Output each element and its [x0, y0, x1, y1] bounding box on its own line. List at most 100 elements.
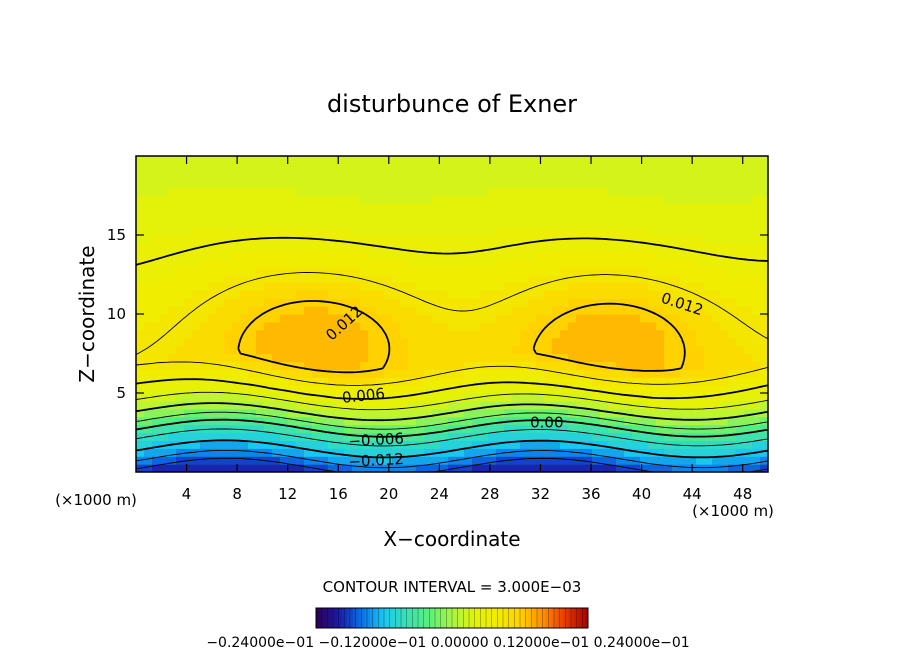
field-cell [264, 337, 273, 347]
field-cell [760, 282, 768, 291]
field-cell [304, 456, 313, 465]
field-cell [240, 266, 249, 276]
field-cell [472, 195, 481, 204]
field-cell [560, 448, 569, 457]
field-cell [200, 187, 209, 197]
field-cell [760, 203, 768, 212]
field-cell [464, 400, 473, 410]
field-cell [680, 337, 689, 347]
field-cell [528, 385, 537, 394]
field-cell [160, 179, 169, 189]
field-cell [696, 266, 705, 276]
field-cell [320, 266, 329, 276]
field-cell [224, 337, 233, 347]
field-cell [448, 171, 457, 181]
field-cell [456, 195, 465, 204]
field-cell [448, 424, 457, 434]
field-cell [288, 456, 297, 465]
field-cell [480, 353, 489, 362]
field-cell [536, 203, 545, 212]
field-cell [528, 448, 537, 457]
field-cell [544, 424, 553, 434]
field-cell [688, 235, 697, 244]
field-cell [744, 266, 753, 276]
field-cell [176, 440, 185, 449]
field-cell [192, 242, 201, 252]
field-cell [160, 432, 169, 441]
field-cell [392, 440, 401, 449]
field-cell [672, 250, 681, 260]
field-cell [752, 416, 761, 426]
field-cell [160, 321, 169, 331]
field-cell [288, 171, 297, 181]
field-cell [432, 464, 441, 472]
field-cell [504, 408, 513, 418]
field-cell [160, 361, 169, 370]
field-cell [192, 219, 201, 228]
field-cell [144, 203, 153, 212]
field-cell [576, 369, 585, 378]
field-cell [552, 345, 561, 355]
field-cell [136, 440, 145, 449]
field-cell [592, 211, 601, 220]
field-cell [488, 369, 497, 378]
field-cell [616, 187, 625, 197]
field-cell [152, 163, 161, 173]
field-cell [704, 361, 713, 370]
field-cell [448, 163, 457, 173]
field-cell [624, 195, 633, 204]
field-cell [576, 203, 585, 212]
field-cell [608, 361, 617, 370]
field-cell [456, 345, 465, 355]
field-cell [368, 400, 377, 410]
field-cell [256, 258, 265, 268]
field-cell [480, 314, 489, 323]
field-cell [560, 314, 569, 323]
field-cell [544, 345, 553, 355]
field-cell [352, 227, 361, 236]
field-cell [160, 266, 169, 276]
field-cell [248, 227, 257, 236]
field-cell [528, 337, 537, 347]
field-cell [176, 282, 185, 291]
field-cell [520, 195, 529, 204]
field-cell [152, 282, 161, 291]
field-cell [160, 306, 169, 315]
field-cell [464, 314, 473, 323]
colorbar-swatch [333, 608, 337, 628]
field-cell [320, 353, 329, 362]
field-cell [392, 369, 401, 378]
contour-interval-label: CONTOUR INTERVAL = 3.000E−03 [323, 578, 582, 596]
field-cell [400, 456, 409, 465]
field-cell [528, 306, 537, 315]
field-cell [576, 242, 585, 252]
field-cell [496, 464, 505, 472]
field-cell [456, 337, 465, 347]
field-cell [704, 179, 713, 189]
field-cell [560, 187, 569, 197]
field-cell [408, 290, 417, 299]
field-cell [288, 321, 297, 331]
field-cell [520, 393, 529, 402]
field-cell [328, 329, 337, 339]
field-cell [632, 361, 641, 370]
field-cell [160, 314, 169, 323]
field-cell [496, 337, 505, 347]
field-cell [632, 258, 641, 268]
field-cell [648, 314, 657, 323]
field-cell [688, 369, 697, 378]
field-cell [144, 242, 153, 252]
field-cell [320, 416, 329, 426]
field-cell [432, 432, 441, 441]
colorbar-swatch [480, 608, 484, 628]
field-cell [160, 250, 169, 260]
field-cell [720, 408, 729, 418]
field-cell [416, 440, 425, 449]
field-cell [168, 298, 177, 307]
field-cell [552, 258, 561, 268]
field-cell [368, 195, 377, 204]
field-cell [240, 329, 249, 339]
field-cell [200, 369, 209, 378]
field-cell [584, 156, 593, 165]
field-cell [240, 314, 249, 323]
